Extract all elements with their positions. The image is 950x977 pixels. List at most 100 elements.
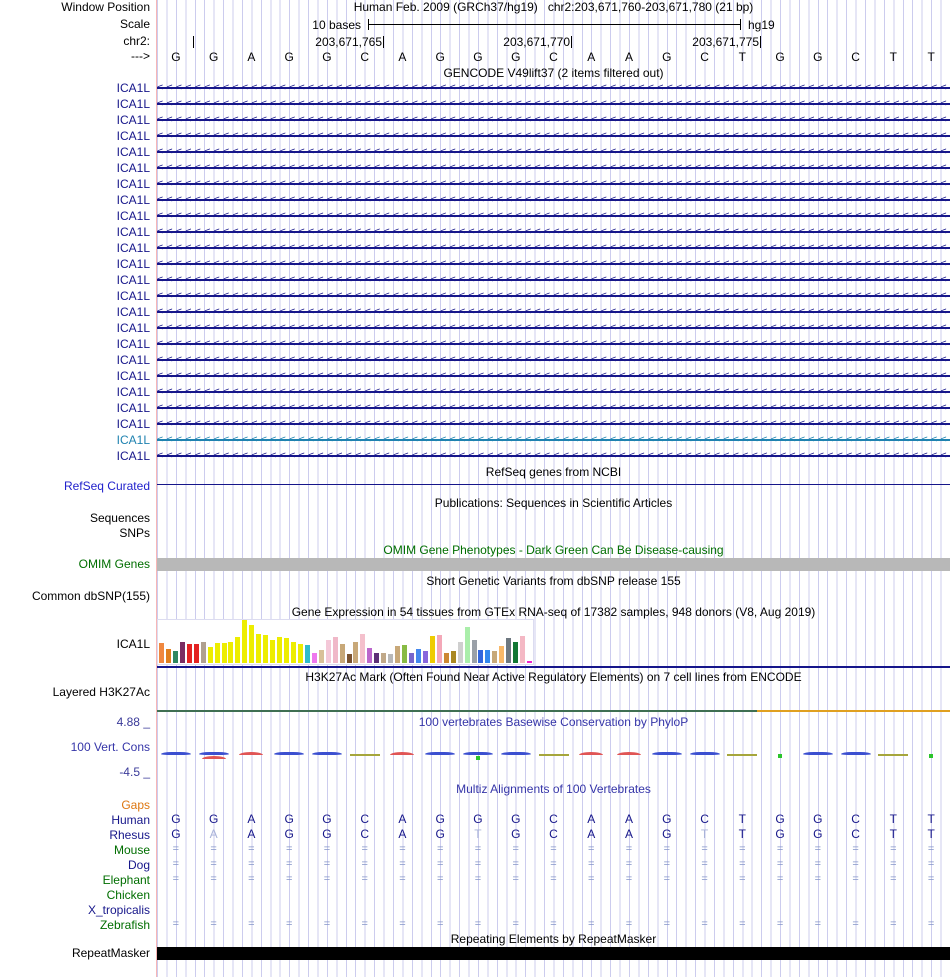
gtex-tissue-bar[interactable] (353, 642, 359, 663)
repeatmasker-bar[interactable] (157, 947, 950, 960)
multiz-row[interactable]: X_tropicalis (0, 902, 950, 917)
gtex-tissue-bar[interactable] (367, 648, 373, 663)
gtex-tissue-bar[interactable] (256, 634, 262, 663)
phylop-wiggle[interactable] (157, 748, 950, 764)
gene-exon-line[interactable]: <<<<<<<<<<<<<<<<<<<<<<<<<<<<<<<<<<<<<<<<… (157, 160, 950, 176)
gtex-tissue-bar[interactable] (436, 635, 442, 663)
phylop-track-label[interactable]: 100 Vert. Cons (70, 740, 150, 754)
gene-exon-line[interactable]: <<<<<<<<<<<<<<<<<<<<<<<<<<<<<<<<<<<<<<<<… (157, 400, 950, 416)
gtex-expression-chart[interactable] (157, 619, 534, 665)
gtex-tissue-bar[interactable] (485, 650, 491, 663)
gtex-tissue-bar[interactable] (297, 644, 303, 663)
gene-label[interactable]: ICA1L (116, 161, 150, 175)
multiz-row[interactable]: Gaps (0, 797, 950, 812)
gtex-tissue-bar[interactable] (277, 637, 283, 663)
gtex-tissue-bar[interactable] (318, 650, 324, 663)
gene-exon-line[interactable]: <<<<<<<<<<<<<<<<<<<<<<<<<<<<<<<<<<<<<<<<… (157, 352, 950, 368)
gene-label[interactable]: ICA1L (116, 305, 150, 319)
gtex-tissue-bar[interactable] (395, 646, 401, 663)
species-label[interactable]: Rhesus (109, 828, 150, 842)
gene-label[interactable]: ICA1L (116, 417, 150, 431)
gene-label[interactable]: ICA1L (116, 385, 150, 399)
gtex-tissue-bar[interactable] (193, 644, 199, 663)
gene-label[interactable]: ICA1L (116, 113, 150, 127)
gene-exon-line[interactable]: <<<<<<<<<<<<<<<<<<<<<<<<<<<<<<<<<<<<<<<<… (157, 192, 950, 208)
gtex-tissue-bar[interactable] (415, 649, 421, 663)
gene-label[interactable]: ICA1L (116, 289, 150, 303)
gtex-tissue-bar[interactable] (270, 640, 276, 663)
gene-exon-line[interactable]: <<<<<<<<<<<<<<<<<<<<<<<<<<<<<<<<<<<<<<<<… (157, 80, 950, 96)
multiz-row[interactable]: Elephant = = = = = = = = = = = = = = = = = = = = = (0, 872, 950, 887)
gene-label[interactable]: ICA1L (116, 225, 150, 239)
h3k27ac-segment[interactable] (757, 710, 950, 712)
gtex-tissue-bar[interactable] (179, 642, 185, 663)
h3k27ac-label[interactable]: Layered H3K27Ac (52, 685, 150, 699)
gene-exon-line[interactable]: <<<<<<<<<<<<<<<<<<<<<<<<<<<<<<<<<<<<<<<<… (157, 96, 950, 112)
species-label[interactable]: Gaps (121, 798, 150, 812)
gene-exon-line[interactable]: <<<<<<<<<<<<<<<<<<<<<<<<<<<<<<<<<<<<<<<<… (157, 128, 950, 144)
gene-exon-line[interactable]: <<<<<<<<<<<<<<<<<<<<<<<<<<<<<<<<<<<<<<<<… (157, 240, 950, 256)
gene-exon-line[interactable]: <<<<<<<<<<<<<<<<<<<<<<<<<<<<<<<<<<<<<<<<… (157, 336, 950, 352)
gtex-tissue-bar[interactable] (402, 645, 408, 663)
gtex-tissue-bar[interactable] (374, 653, 380, 663)
refseq-curated-label[interactable]: RefSeq Curated (63, 479, 150, 493)
common-dbsnp-label[interactable]: Common dbSNP(155) (31, 589, 150, 603)
gene-label[interactable]: ICA1L (116, 449, 150, 463)
gene-label[interactable]: ICA1L (116, 433, 150, 447)
gtex-tissue-bar[interactable] (200, 642, 206, 663)
gene-exon-line[interactable]: <<<<<<<<<<<<<<<<<<<<<<<<<<<<<<<<<<<<<<<<… (157, 176, 950, 192)
gene-exon-line[interactable]: <<<<<<<<<<<<<<<<<<<<<<<<<<<<<<<<<<<<<<<<… (157, 368, 950, 384)
gene-label[interactable]: ICA1L (116, 257, 150, 271)
omim-genes-bar[interactable] (157, 558, 950, 571)
multiz-row[interactable]: Human G G A G G C A G G G C A A G C T G G C T T (0, 812, 950, 827)
gene-exon-line[interactable]: <<<<<<<<<<<<<<<<<<<<<<<<<<<<<<<<<<<<<<<<… (157, 416, 950, 432)
sequences-label[interactable]: Sequences (89, 511, 150, 525)
gtex-tissue-bar[interactable] (388, 654, 394, 663)
omim-genes-label[interactable]: OMIM Genes (78, 557, 150, 571)
gene-label[interactable]: ICA1L (116, 241, 150, 255)
gene-label[interactable]: ICA1L (116, 337, 150, 351)
gene-label[interactable]: ICA1L (116, 273, 150, 287)
species-label[interactable]: X_tropicalis (87, 903, 150, 917)
gtex-tissue-bar[interactable] (422, 651, 428, 663)
gtex-tissue-bar[interactable] (228, 642, 234, 663)
species-label[interactable]: Dog (127, 858, 150, 872)
gtex-gene-label[interactable]: ICA1L (116, 637, 150, 651)
gtex-tissue-bar[interactable] (409, 653, 414, 663)
gene-label[interactable]: ICA1L (116, 145, 150, 159)
multiz-row[interactable]: Mouse = = = = = = = = = = = = = = = = = = = = = (0, 842, 950, 857)
gene-exon-line[interactable]: <<<<<<<<<<<<<<<<<<<<<<<<<<<<<<<<<<<<<<<<… (157, 224, 950, 240)
gene-exon-line[interactable]: <<<<<<<<<<<<<<<<<<<<<<<<<<<<<<<<<<<<<<<<… (157, 432, 950, 448)
gtex-tissue-bar[interactable] (263, 635, 269, 663)
gtex-tissue-bar[interactable] (172, 651, 178, 663)
gene-label[interactable]: ICA1L (116, 401, 150, 415)
gene-exon-line[interactable]: <<<<<<<<<<<<<<<<<<<<<<<<<<<<<<<<<<<<<<<<… (157, 256, 950, 272)
gtex-tissue-bar[interactable] (450, 651, 456, 663)
gene-exon-line[interactable]: <<<<<<<<<<<<<<<<<<<<<<<<<<<<<<<<<<<<<<<<… (157, 288, 950, 304)
refseq-curated-line[interactable] (157, 484, 950, 485)
gene-label[interactable]: ICA1L (116, 81, 150, 95)
gene-label[interactable]: ICA1L (116, 369, 150, 383)
gene-label[interactable]: ICA1L (116, 353, 150, 367)
multiz-row[interactable]: Dog = = = = = = = = = = = = = = = = = = = = = (0, 857, 950, 872)
gene-label[interactable]: ICA1L (116, 97, 150, 111)
species-label[interactable]: Human (111, 813, 150, 827)
gtex-tissue-bar[interactable] (207, 647, 213, 663)
gene-exon-line[interactable]: <<<<<<<<<<<<<<<<<<<<<<<<<<<<<<<<<<<<<<<<… (157, 448, 950, 464)
gtex-tissue-bar[interactable] (325, 640, 331, 663)
gtex-tissue-bar[interactable] (249, 625, 255, 663)
gene-exon-line[interactable]: <<<<<<<<<<<<<<<<<<<<<<<<<<<<<<<<<<<<<<<<… (157, 320, 950, 336)
species-label[interactable]: Chicken (106, 888, 150, 902)
gtex-tissue-bar[interactable] (443, 653, 449, 663)
gene-exon-line[interactable]: <<<<<<<<<<<<<<<<<<<<<<<<<<<<<<<<<<<<<<<<… (157, 384, 950, 400)
gtex-tissue-bar[interactable] (311, 653, 317, 663)
gtex-tissue-bar[interactable] (186, 644, 192, 663)
gtex-tissue-bar[interactable] (499, 646, 505, 663)
gtex-tissue-bar[interactable] (492, 651, 498, 663)
gene-label[interactable]: ICA1L (116, 209, 150, 223)
gtex-tissue-bar[interactable] (214, 643, 220, 663)
gtex-tissue-bar[interactable] (159, 643, 164, 663)
snps-label[interactable]: SNPs (119, 526, 150, 540)
gene-exon-line[interactable]: <<<<<<<<<<<<<<<<<<<<<<<<<<<<<<<<<<<<<<<<… (157, 304, 950, 320)
gtex-tissue-bar[interactable] (506, 638, 512, 663)
